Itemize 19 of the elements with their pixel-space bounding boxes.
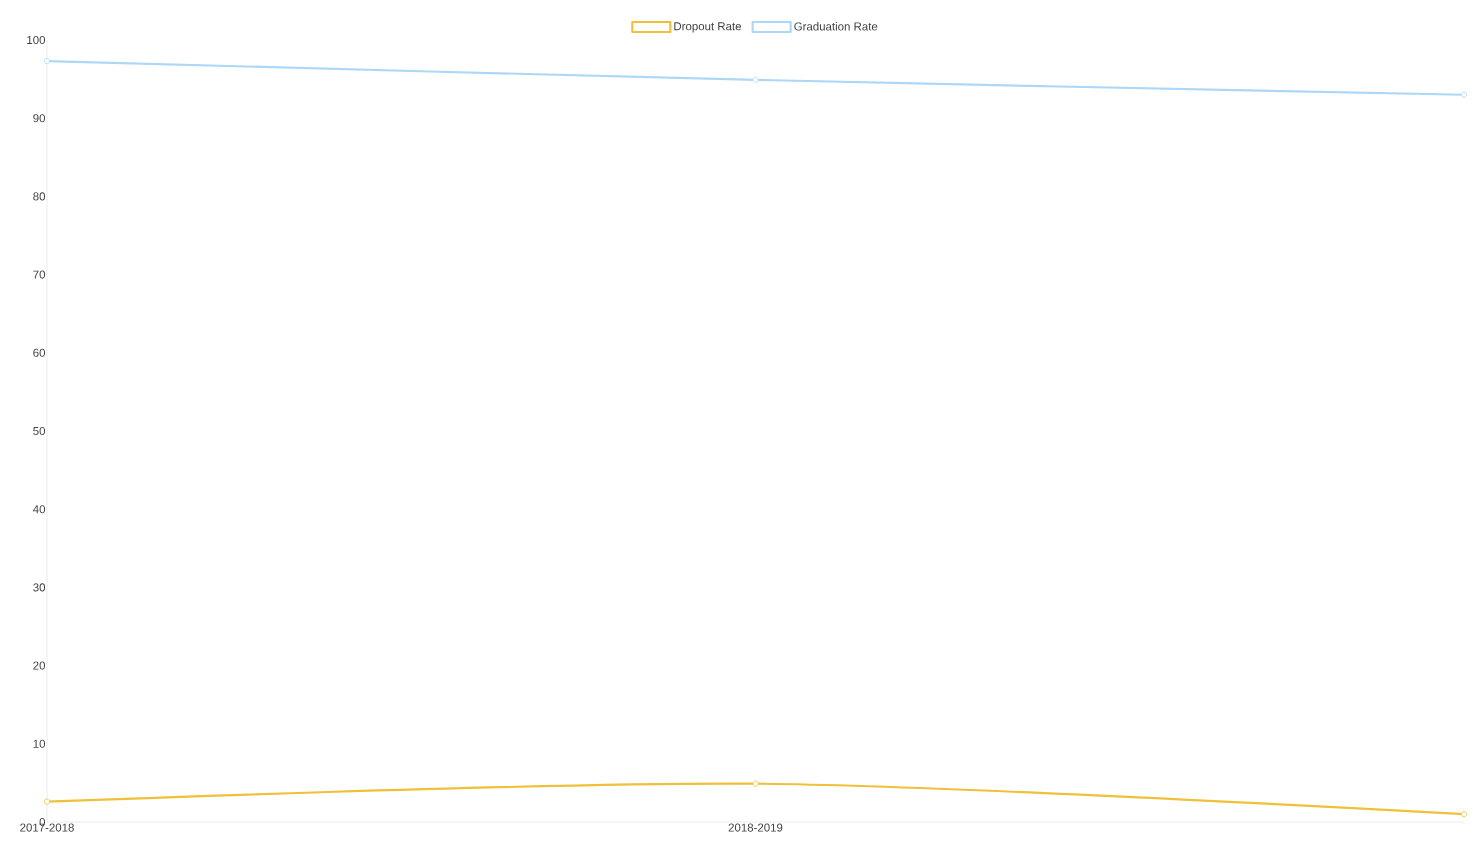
y-tick-label: 80 xyxy=(33,192,46,201)
y-tick-label: 10 xyxy=(33,739,46,748)
legend-label: Dropout Rate xyxy=(674,22,742,33)
y-tick-label: 50 xyxy=(33,426,46,436)
y-tick-label: 60 xyxy=(33,348,46,357)
x-tick-label: 2018-2019 xyxy=(728,823,783,832)
y-tick-label: 70 xyxy=(33,270,46,279)
point xyxy=(1461,811,1467,818)
point xyxy=(752,780,759,787)
y-tick-label: 100 xyxy=(27,35,46,45)
point xyxy=(44,798,50,805)
y-tick-label: 90 xyxy=(33,114,46,123)
y-tick-label: 40 xyxy=(33,505,46,514)
point xyxy=(1461,91,1467,98)
y-tick-label: 20 xyxy=(33,661,46,670)
point xyxy=(752,76,759,83)
y-tick-label: 30 xyxy=(33,583,46,592)
legend-label: Graduation Rate xyxy=(794,22,878,31)
point xyxy=(44,58,50,65)
